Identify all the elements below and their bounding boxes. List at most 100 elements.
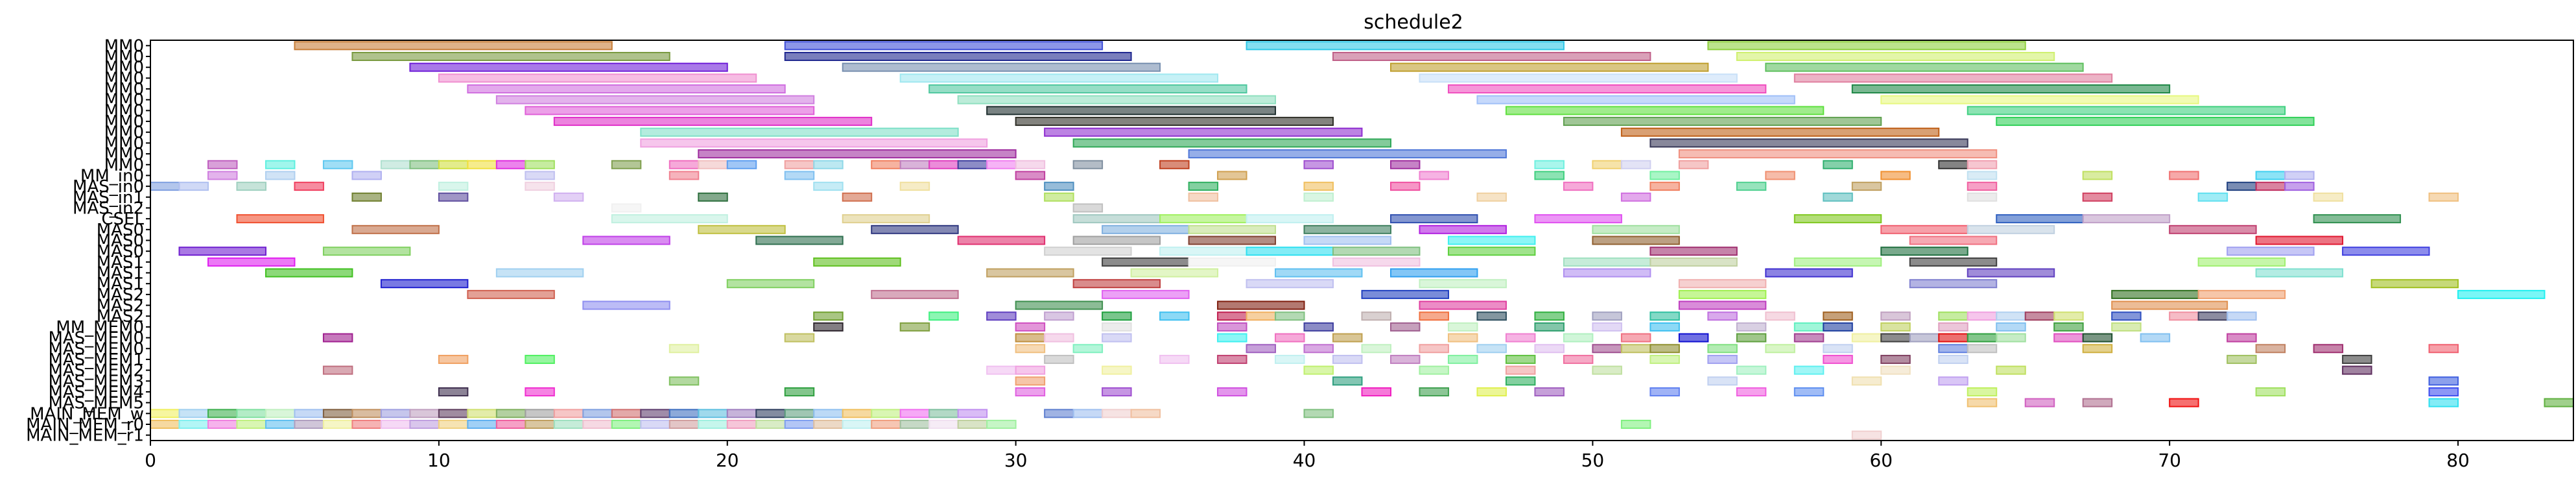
gantt-bar-291 — [1303, 344, 1334, 354]
gantt-bar-115 — [842, 192, 873, 202]
gantt-bar-405 — [207, 419, 238, 429]
gantt-bar-430 — [928, 419, 959, 429]
gantt-bar-383 — [553, 409, 584, 418]
gantt-bar-90 — [2284, 171, 2315, 180]
gantt-bar-159 — [1592, 236, 1680, 245]
gantt-bar-332 — [1505, 365, 1536, 375]
gantt-bar-238 — [2053, 311, 2084, 321]
gantt-bar-208 — [2457, 289, 2546, 299]
gantt-bar-97 — [813, 182, 844, 191]
gantt-bar-139 — [2082, 214, 2171, 224]
gantt-bar-77 — [668, 171, 700, 180]
gantt-bar-235 — [1967, 311, 1998, 321]
gantt-bar-46 — [438, 160, 469, 169]
gantt-bar-28 — [553, 117, 873, 127]
gantt-bar-45 — [409, 160, 440, 169]
gantt-bar-252 — [1592, 322, 1622, 332]
gantt-bar-147 — [1419, 224, 1507, 234]
gantt-bar-268 — [1275, 333, 1305, 343]
gantt-bar-230 — [1707, 311, 1738, 321]
y-tick-label: MM_in0 — [80, 166, 144, 186]
gantt-bar-118 — [1303, 192, 1334, 202]
gantt-bar-379 — [438, 409, 469, 418]
gantt-bar-385 — [611, 409, 642, 418]
gantt-bar-260 — [2053, 322, 2084, 332]
gantt-bar-177 — [1332, 257, 1421, 267]
gantt-bar-110 — [2284, 182, 2315, 191]
y-tick-label: MM0 — [104, 69, 144, 88]
gantt-bar-37 — [1649, 138, 1968, 148]
gantt-bar-106 — [1851, 182, 1882, 191]
gantt-bar-413 — [438, 419, 469, 429]
gantt-bar-146 — [1303, 224, 1391, 234]
gantt-bar-41 — [207, 160, 238, 169]
gantt-bar-325 — [2342, 354, 2372, 364]
gantt-bar-351 — [1102, 387, 1132, 396]
y-tick-label: MAS_MEM2 — [48, 361, 144, 381]
gantt-bar-109 — [2255, 182, 2286, 191]
gantt-bar-69 — [1678, 160, 1709, 169]
gantt-bar-9 — [842, 62, 1161, 72]
y-tick-label: MAS_MEM1 — [48, 350, 144, 370]
gantt-bar-178 — [1563, 257, 1651, 267]
gantt-bar-11 — [1765, 62, 2084, 72]
gantt-bar-272 — [1563, 333, 1594, 343]
gantt-bar-187 — [1275, 268, 1363, 278]
gantt-bar-329 — [1102, 365, 1132, 375]
gantt-bar-246 — [1102, 322, 1132, 332]
gantt-bar-136 — [1534, 214, 1622, 224]
y-tick-label: MAS_in1 — [73, 188, 144, 208]
gantt-bar-376 — [351, 409, 382, 418]
gantt-bar-105 — [1736, 182, 1767, 191]
gantt-bar-290 — [1246, 344, 1277, 354]
gantt-bar-0 — [294, 41, 613, 51]
gantt-bar-160 — [1909, 236, 1998, 245]
gantt-bar-402 — [1303, 409, 1334, 418]
gantt-bar-425 — [784, 419, 815, 429]
gantt-bar-284 — [2082, 333, 2113, 343]
gantt-bar-186 — [1130, 268, 1219, 278]
gantt-bar-346 — [2428, 376, 2459, 386]
gantt-bar-87 — [2082, 171, 2113, 180]
y-tick-label: MM0 — [104, 58, 144, 78]
gantt-bar-390 — [755, 409, 786, 418]
y-tick-label: MAS_in2 — [73, 199, 144, 218]
gantt-bar-197 — [1419, 279, 1507, 289]
gantt-bar-71 — [1938, 160, 1968, 169]
gantt-bar-421 — [668, 419, 700, 429]
gantt-bar-140 — [2313, 214, 2402, 224]
gantt-bar-279 — [1909, 333, 1940, 343]
gantt-bar-415 — [495, 419, 526, 429]
gantt-bar-162 — [178, 247, 266, 256]
gantt-bar-4 — [351, 52, 670, 62]
gantt-bar-305 — [2255, 344, 2286, 354]
x-tick-label: 20 — [716, 450, 739, 471]
gantt-bar-150 — [1967, 224, 2055, 234]
gantt-bar-431 — [957, 419, 988, 429]
gantt-bar-99 — [1044, 182, 1074, 191]
y-tick-label: MM0 — [104, 101, 144, 121]
gantt-bar-168 — [1447, 247, 1536, 256]
gantt-bar-317 — [1505, 354, 1536, 364]
gantt-bar-273 — [1620, 333, 1651, 343]
gantt-bar-63 — [1159, 160, 1190, 169]
gantt-bar-180 — [1793, 257, 1882, 267]
gantt-bar-103 — [1563, 182, 1594, 191]
gantt-bar-141 — [351, 224, 440, 234]
gantt-bar-193 — [380, 279, 469, 289]
gantt-bar-407 — [265, 419, 296, 429]
gantt-bar-58 — [928, 160, 959, 169]
gantt-bar-15 — [1793, 73, 2113, 83]
gantt-bar-363 — [1967, 398, 1998, 407]
gantt-bar-408 — [294, 419, 324, 429]
gantt-bar-368 — [2544, 398, 2575, 407]
gantt-bar-258 — [1938, 322, 1968, 332]
gantt-bar-236 — [1996, 311, 2026, 321]
gantt-bar-1 — [784, 41, 1104, 51]
gantt-bar-401 — [1130, 409, 1161, 418]
gantt-bar-98 — [899, 182, 930, 191]
gantt-bar-173 — [207, 257, 296, 267]
gantt-bar-195 — [1072, 279, 1161, 289]
gantt-bar-59 — [957, 160, 988, 169]
gantt-bar-270 — [1447, 333, 1478, 343]
